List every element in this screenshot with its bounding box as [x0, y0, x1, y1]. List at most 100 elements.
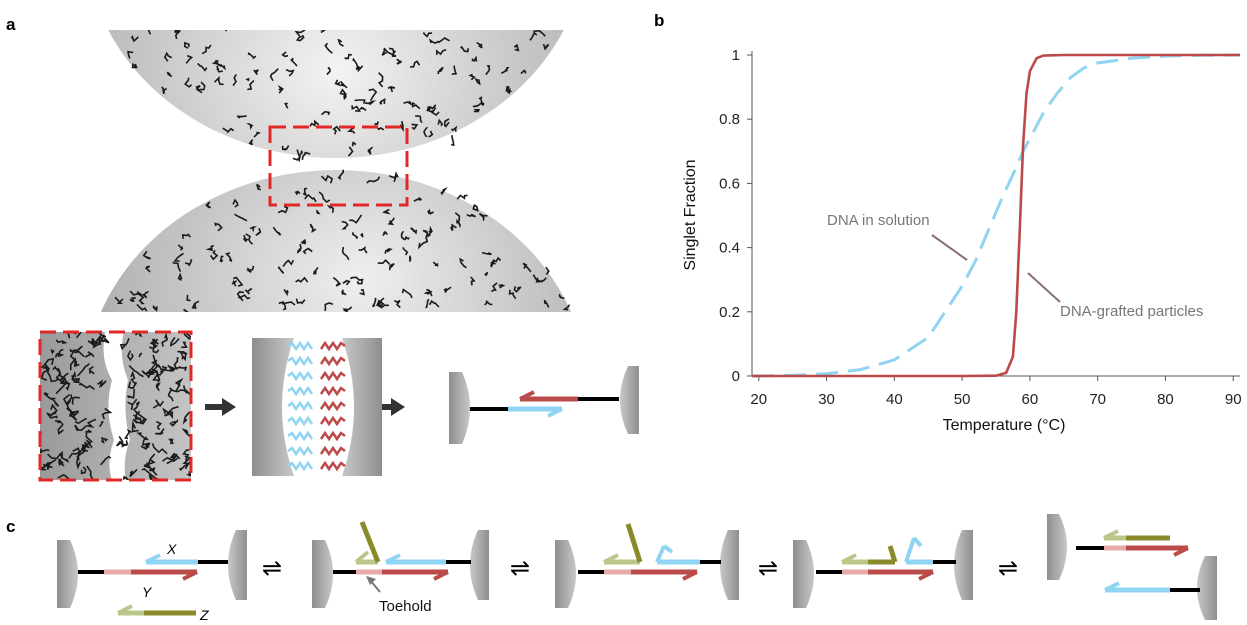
dna-strand: [177, 272, 183, 281]
dna-strand: [349, 276, 364, 281]
dna-strand: [320, 110, 331, 116]
dna-strand: [427, 208, 434, 215]
dna-strand: [86, 418, 97, 428]
dna-strand: [498, 284, 506, 289]
dna-strand: [162, 407, 174, 420]
dna-strand: [543, 299, 550, 308]
dna-strand: [91, 338, 98, 345]
dna-strand: [269, 68, 279, 82]
dna-strand: [101, 337, 110, 344]
dna-strand: [47, 452, 63, 460]
dna-strand: [72, 378, 81, 384]
dna-strand: [301, 151, 311, 160]
dna-strand: [505, 85, 513, 94]
dna-strand: [332, 276, 342, 287]
dna-strand: [351, 105, 362, 112]
dna-strand: [428, 299, 440, 308]
dna-strand: [298, 150, 303, 162]
dna-strand: [411, 123, 419, 131]
dna-strand: [318, 191, 331, 204]
dna-strand: [478, 96, 485, 106]
dna-strand: [131, 420, 139, 433]
dna-strand: [141, 467, 159, 480]
dna-strand: [358, 246, 368, 254]
dna-strand: [130, 34, 139, 43]
dna-strand: [473, 109, 480, 113]
dna-strand: [209, 249, 219, 261]
dna-strand: [309, 223, 317, 234]
dna-strand: [520, 69, 527, 75]
dna-strand: [167, 364, 178, 371]
dna-strand: [485, 65, 491, 76]
dna-strand: [136, 303, 148, 312]
dna-strand: [127, 50, 134, 59]
dna-strand: [358, 106, 367, 111]
dna-strand: [430, 106, 440, 117]
dna-strand: [300, 238, 307, 245]
dna-strand: [408, 255, 412, 263]
dna-strand: [253, 69, 259, 76]
contact-zone-highlight: [268, 125, 409, 207]
dna-strand: [324, 302, 334, 312]
dna-strand: [437, 66, 444, 75]
red-strand: [319, 415, 346, 427]
dna-strand: [236, 291, 244, 302]
toehold-label: Toehold: [379, 598, 432, 615]
wavy-dna-strands: [287, 340, 346, 472]
dna-strand: [61, 379, 71, 391]
dna-strand: [155, 428, 165, 435]
dna-strand: [177, 350, 188, 356]
dna-strand: [366, 176, 381, 184]
dna-strand: [562, 304, 571, 311]
dna-strand: [309, 119, 320, 127]
strand-label-y: Y: [142, 584, 153, 600]
red-strand: [319, 355, 346, 367]
step-4: [793, 530, 973, 608]
dna-strand: [501, 67, 510, 75]
dna-strand: [60, 451, 70, 463]
top-particle: [108, 30, 564, 158]
dna-strand: [72, 447, 82, 457]
hybridized-duplex-schematic: [449, 366, 639, 444]
dna-strand: [404, 236, 410, 241]
dna-strand: [138, 352, 143, 358]
dna-strand: [231, 279, 238, 287]
dna-strand: [216, 65, 223, 73]
dna-strand: [341, 246, 350, 261]
blue-strand: [287, 445, 314, 457]
dna-strand: [182, 455, 191, 465]
dna-strand: [249, 225, 258, 233]
dna-strand: [62, 393, 73, 406]
dna-strand: [179, 463, 190, 472]
dna-strand: [50, 403, 58, 416]
dna-strand: [456, 194, 468, 200]
dna-strand: [96, 334, 107, 343]
dna-strand: [426, 104, 437, 112]
x-tick-label: 60: [1022, 391, 1039, 408]
dna-strand: [377, 72, 384, 88]
dna-strand: [213, 75, 224, 86]
dna-strand: [484, 271, 489, 276]
strand-label-x: X: [166, 541, 177, 557]
dna-strand: [371, 297, 377, 308]
equilibrium-icon: ⇌: [998, 555, 1018, 582]
annotation-dna-grafted-particles: DNA-grafted particles: [1060, 303, 1203, 320]
dna-strand: [58, 374, 69, 385]
strand-label-z: Z: [199, 607, 209, 620]
dna-strand: [436, 48, 447, 56]
dna-strand: [201, 44, 212, 55]
dna-strand: [454, 212, 461, 222]
panel-label-c: c: [6, 517, 15, 536]
dna-strand: [248, 139, 254, 146]
dna-strand: [294, 30, 306, 37]
x-tick-label: 90: [1225, 391, 1242, 408]
dna-strand: [149, 339, 159, 350]
dna-strand: [284, 102, 289, 109]
dna-strand: [126, 350, 134, 362]
dna-strand: [278, 301, 287, 311]
y-tick-label: 0.2: [719, 304, 740, 321]
dna-strand: [56, 348, 64, 357]
dna-strand: [484, 300, 493, 306]
dna-strand: [411, 102, 421, 110]
dna-strand: [382, 230, 388, 237]
